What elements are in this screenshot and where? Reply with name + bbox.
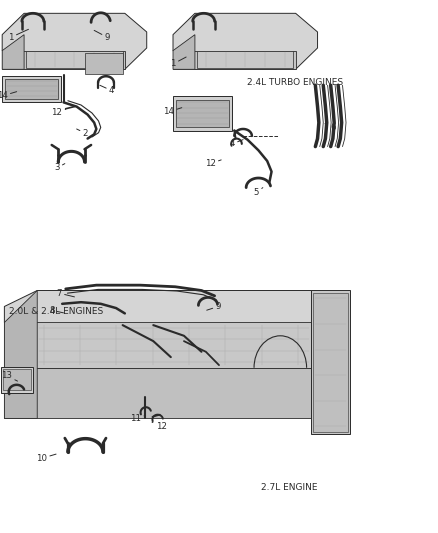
Polygon shape — [1, 367, 33, 393]
Text: 3: 3 — [54, 164, 65, 172]
Text: 12: 12 — [152, 422, 167, 431]
Text: 14: 14 — [163, 108, 182, 116]
Text: 1: 1 — [170, 57, 186, 68]
Polygon shape — [176, 100, 229, 127]
Text: 12: 12 — [205, 159, 221, 168]
Polygon shape — [4, 290, 342, 336]
Text: 7: 7 — [57, 289, 74, 297]
Polygon shape — [4, 290, 37, 418]
Text: 4: 4 — [230, 140, 243, 148]
Polygon shape — [173, 35, 195, 69]
Polygon shape — [4, 368, 311, 418]
Polygon shape — [173, 96, 232, 131]
Polygon shape — [311, 290, 350, 434]
Text: 10: 10 — [36, 454, 56, 463]
Polygon shape — [197, 51, 293, 68]
Polygon shape — [173, 51, 296, 69]
Text: 5: 5 — [254, 188, 263, 197]
Text: 4: 4 — [100, 85, 114, 95]
Text: 11: 11 — [130, 414, 145, 423]
Text: 2: 2 — [77, 129, 88, 138]
Text: 1: 1 — [8, 29, 28, 42]
Polygon shape — [3, 369, 31, 390]
Polygon shape — [2, 35, 24, 69]
Text: 12: 12 — [51, 109, 66, 117]
Text: 2.4L TURBO ENGINES: 2.4L TURBO ENGINES — [247, 78, 343, 87]
Polygon shape — [85, 53, 123, 74]
Polygon shape — [2, 13, 147, 69]
Polygon shape — [2, 51, 125, 69]
Text: 6: 6 — [325, 124, 336, 132]
Polygon shape — [4, 322, 311, 368]
Text: 2.0L & 2.4L ENGINES: 2.0L & 2.4L ENGINES — [9, 308, 103, 316]
Polygon shape — [173, 13, 318, 69]
Text: 9: 9 — [94, 30, 110, 42]
Polygon shape — [5, 79, 58, 99]
Text: 2.7L ENGINE: 2.7L ENGINE — [261, 483, 317, 492]
Text: 14: 14 — [0, 92, 17, 100]
Text: 8: 8 — [49, 306, 64, 314]
Polygon shape — [26, 51, 123, 68]
Polygon shape — [2, 76, 61, 102]
Text: 9: 9 — [207, 302, 221, 311]
Polygon shape — [313, 293, 348, 432]
Text: 13: 13 — [1, 372, 18, 381]
